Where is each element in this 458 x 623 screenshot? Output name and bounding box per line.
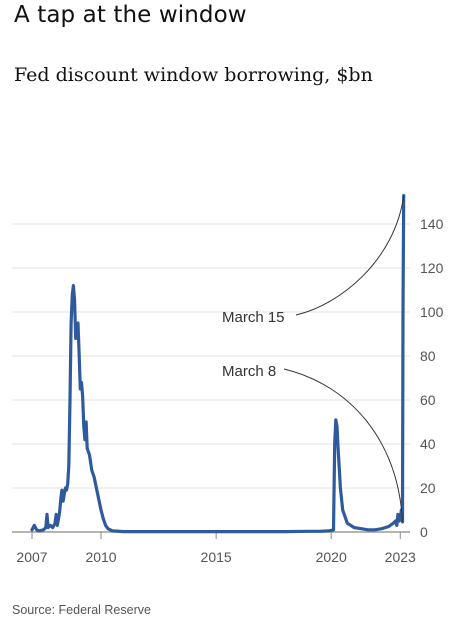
x-tick-label-2010: 2010 <box>85 549 116 565</box>
series-layer <box>30 194 406 534</box>
x-tick-label-2007: 2007 <box>16 549 47 565</box>
grid-lines <box>12 223 410 489</box>
series-line-0 <box>30 194 406 534</box>
y-tick-label-140: 140 <box>420 216 444 232</box>
y-tick-label-100: 100 <box>420 304 444 320</box>
chart-subtitle: Fed discount window borrowing, $bn <box>14 64 373 86</box>
x-tick-label-2020: 2020 <box>316 549 347 565</box>
x-axis: 2007 2010 2015 2020 2023 <box>12 531 416 565</box>
y-tick-label-60: 60 <box>420 392 436 408</box>
x-tick-label-2015: 2015 <box>201 549 232 565</box>
y-tick-label-120: 120 <box>420 260 444 276</box>
annotation-label-1: March 8 <box>222 363 276 380</box>
annotation-label-0: March 15 <box>222 309 285 326</box>
source-note: Source: Federal Reserve <box>12 603 151 617</box>
y-tick-label-80: 80 <box>420 348 436 364</box>
annotation-leader-0 <box>295 195 405 316</box>
y-tick-label-40: 40 <box>420 436 436 452</box>
annotation-leader-1 <box>283 368 404 522</box>
y-tick-label-0: 0 <box>420 524 428 540</box>
annotations: March 15 March 8 <box>222 195 405 522</box>
chart-title: A tap at the window <box>14 2 247 28</box>
y-tick-label-20: 20 <box>420 480 436 496</box>
y-axis: 0 20 40 60 80 100 120 140 <box>420 216 444 540</box>
x-tick-label-2023: 2023 <box>385 549 416 565</box>
